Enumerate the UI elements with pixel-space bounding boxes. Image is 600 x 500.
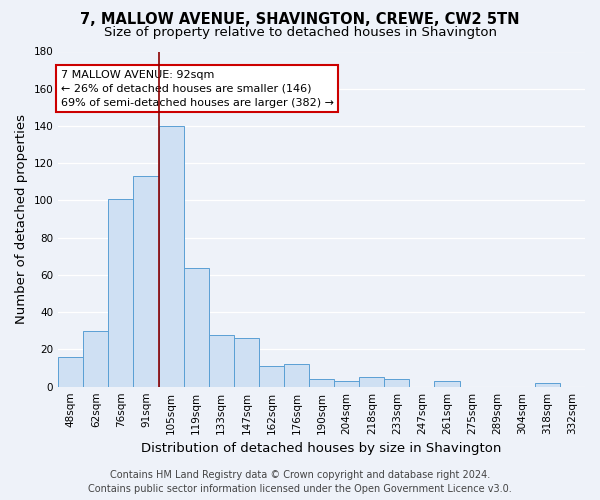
Bar bbox=[434, 381, 460, 386]
Bar bbox=[535, 383, 560, 386]
Text: Contains HM Land Registry data © Crown copyright and database right 2024.
Contai: Contains HM Land Registry data © Crown c… bbox=[88, 470, 512, 494]
Bar bbox=[334, 381, 359, 386]
Bar bbox=[184, 268, 209, 386]
X-axis label: Distribution of detached houses by size in Shavington: Distribution of detached houses by size … bbox=[142, 442, 502, 455]
Bar bbox=[158, 126, 184, 386]
Bar bbox=[133, 176, 158, 386]
Y-axis label: Number of detached properties: Number of detached properties bbox=[15, 114, 28, 324]
Bar bbox=[284, 364, 309, 386]
Bar bbox=[109, 198, 133, 386]
Bar bbox=[58, 357, 83, 386]
Bar bbox=[209, 334, 234, 386]
Text: Size of property relative to detached houses in Shavington: Size of property relative to detached ho… bbox=[104, 26, 497, 39]
Text: 7, MALLOW AVENUE, SHAVINGTON, CREWE, CW2 5TN: 7, MALLOW AVENUE, SHAVINGTON, CREWE, CW2… bbox=[80, 12, 520, 28]
Bar bbox=[385, 379, 409, 386]
Bar bbox=[359, 378, 385, 386]
Bar bbox=[234, 338, 259, 386]
Text: 7 MALLOW AVENUE: 92sqm
← 26% of detached houses are smaller (146)
69% of semi-de: 7 MALLOW AVENUE: 92sqm ← 26% of detached… bbox=[61, 70, 334, 108]
Bar bbox=[259, 366, 284, 386]
Bar bbox=[309, 379, 334, 386]
Bar bbox=[83, 331, 109, 386]
